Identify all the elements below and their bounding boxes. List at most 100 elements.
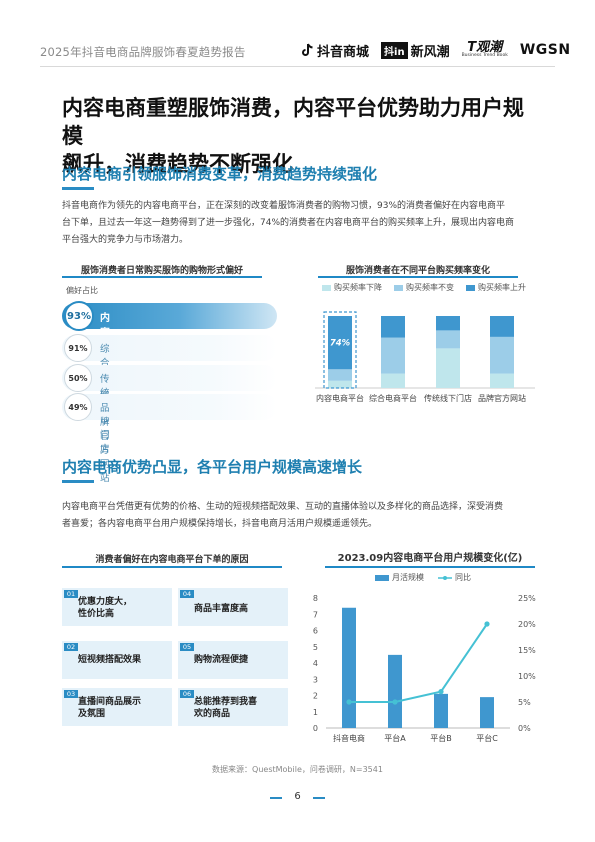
legend-item: 同比 xyxy=(438,572,471,583)
reason-card: 02 短视频搭配效果 xyxy=(62,641,172,679)
xfc-logo-box: 抖in xyxy=(381,41,408,59)
frequency-bar-segment xyxy=(381,337,405,374)
section-1-paragraph: 抖音电商作为领先的内容电商平台，正在深刻的改变着服饰消费者的购物习惯，93%的消… xyxy=(62,198,542,249)
user-scale-chart-title: 2023.09内容电商平台用户规模变化(亿) xyxy=(337,553,523,564)
x-tick-label: 综合电商平台 xyxy=(369,393,417,403)
reason-text: 总能推荐到我喜 欢的商品 xyxy=(194,697,258,719)
page-num-dash-left xyxy=(270,797,282,799)
y-left-tick-label: 2 xyxy=(313,692,318,701)
reason-number: 02 xyxy=(64,643,78,651)
section-1-title: 内容电商引领服饰消费变革，消费趋势持续强化 xyxy=(62,165,378,183)
user-scale-legend: 月活规模 同比 xyxy=(375,572,471,583)
reason-text: 直播间商品展示 及氛围 xyxy=(78,697,142,719)
reason-card: 01 优惠力度大， 性价比高 xyxy=(62,588,172,626)
x-tick-label: 平台A xyxy=(384,733,406,743)
page-title-line-1: 内容电商重塑服饰消费，内容平台优势助力用户规模 xyxy=(62,96,524,148)
legend-label: 月活规模 xyxy=(392,573,424,582)
section-2-underline xyxy=(62,480,94,483)
frequency-bar-segment xyxy=(328,316,352,370)
y-left-tick-label: 6 xyxy=(313,627,318,636)
y-right-tick-label: 10% xyxy=(518,672,536,681)
x-tick-label: 抖音电商 xyxy=(333,733,365,743)
preference-bar xyxy=(62,365,277,391)
page-num-dash-right xyxy=(313,797,325,799)
y-right-tick-label: 20% xyxy=(518,620,536,629)
reason-card: 05 购物流程便捷 xyxy=(178,641,288,679)
highlight-box xyxy=(323,311,357,389)
guanchao-logo-sub: Business Trend Book xyxy=(461,53,508,59)
douyin-note-icon xyxy=(302,43,313,56)
yoy-point xyxy=(392,699,398,705)
legend-item: 购买频率下降 xyxy=(322,282,382,293)
header-divider xyxy=(40,66,555,67)
frequency-bar-segment xyxy=(436,316,460,331)
y-left-tick-label: 0 xyxy=(313,724,318,733)
section-2-title: 内容电商优势凸显，各平台用户规模高速增长 xyxy=(62,458,363,476)
preference-category: 品牌官方网站 xyxy=(100,403,110,484)
frequency-bar-segment xyxy=(490,373,514,388)
frequency-bar-segment xyxy=(490,316,514,337)
frequency-bar-segment xyxy=(490,336,514,374)
x-tick-label: 平台C xyxy=(476,733,498,743)
legend-item: 月活规模 xyxy=(375,572,424,583)
y-left-tick-label: 5 xyxy=(313,643,318,652)
reason-card: 04 商品丰富度高 xyxy=(178,588,288,626)
x-tick-label: 品牌官方网站 xyxy=(478,393,526,403)
preference-bar xyxy=(62,335,277,361)
data-source: 数据来源：QuestMobile，问卷调研，N=3541 xyxy=(212,765,383,774)
legend-item: 购买频率上升 xyxy=(466,282,526,293)
preference-value: 93% xyxy=(64,301,94,331)
y-left-tick-label: 4 xyxy=(313,659,318,668)
frequency-chart: 内容电商平台 综合电商平台 传统线下门店 品牌官方网站 74% xyxy=(315,311,535,403)
user-scale-bar xyxy=(434,693,448,728)
preference-chart-title: 服饰消费者日常购买服饰的购物形式偏好 xyxy=(80,266,243,276)
frequency-bar-segment xyxy=(436,330,460,349)
guanchao-logo: T观潮 Business Trend Book xyxy=(462,41,508,59)
guanchao-logo-text: T观潮 xyxy=(467,40,503,56)
section-1-line: 台下单，且过去一年这一趋势得到了进一步强化，74%的消费者在内容电商平台的购买频… xyxy=(62,218,515,228)
section-2-line: 者喜爱；各内容电商平台用户规模保持增长，抖音电商月活用户规模遥遥领先。 xyxy=(62,519,378,529)
y-right-tick-label: 25% xyxy=(518,594,536,603)
reason-card: 06 总能推荐到我喜 欢的商品 xyxy=(178,688,288,726)
frequency-bar-segment xyxy=(328,380,352,388)
legend-label: 购买频率不变 xyxy=(406,283,454,292)
x-tick-label: 内容电商平台 xyxy=(316,393,364,403)
douyin-mall-logo: 抖音商城 xyxy=(302,41,369,60)
douyin-logo-text: 抖音商城 xyxy=(317,44,370,60)
legend-swatch xyxy=(375,574,389,581)
reason-number: 01 xyxy=(64,590,78,598)
reason-number: 04 xyxy=(180,590,194,598)
y-left-tick-label: 7 xyxy=(313,610,318,619)
section-2-paragraph: 内容电商平台凭借更有优势的价格、生动的短视频搭配效果、互动的直播体验以及多样化的… xyxy=(62,499,542,533)
legend-label: 同比 xyxy=(455,573,471,582)
reasons-title: 消费者偏好在内容电商平台下单的原因 xyxy=(95,555,249,565)
legend-label: 购买频率上升 xyxy=(478,283,526,292)
user-scale-bar xyxy=(342,607,356,728)
user-scale-bar xyxy=(388,654,402,728)
user-scale-chart: 0 1 2 3 4 5 6 7 8 0% 5% 10% 15% 20% 25% 抖音电商 平台A 平台B 平台C xyxy=(313,594,536,743)
yoy-point xyxy=(346,699,352,705)
frequency-bar-segment xyxy=(381,316,405,338)
preference-value: 50% xyxy=(64,364,92,392)
legend-swatch xyxy=(394,284,403,291)
report-title: 2025年抖音电商品牌服饰春夏趋势报告 xyxy=(40,45,246,59)
reason-text: 优惠力度大， 性价比高 xyxy=(78,597,133,619)
user-scale-title-bar xyxy=(325,566,535,568)
yoy-line xyxy=(349,623,488,703)
xinfengchao-logo: 抖in 新风潮 xyxy=(381,41,450,60)
frequency-chart-title-bar xyxy=(318,276,518,278)
frequency-bar-segment xyxy=(381,373,405,388)
legend-line-swatch xyxy=(438,575,452,580)
reasons-title-bar xyxy=(62,566,282,568)
frequency-bar-segment xyxy=(436,348,460,388)
reason-number: 05 xyxy=(180,643,194,651)
preference-bar xyxy=(62,394,277,420)
frequency-chart-title: 服饰消费者在不同平台购买频率变化 xyxy=(345,266,490,276)
yoy-point xyxy=(484,621,490,627)
xfc-logo-text: 新风潮 xyxy=(410,44,450,60)
preference-bar xyxy=(62,303,277,329)
section-2-line: 内容电商平台凭借更有优势的价格、生动的短视频搭配效果、互动的直播体验以及多样化的… xyxy=(62,502,504,512)
preference-chart-title-bar xyxy=(62,276,262,278)
reason-text: 购物流程便捷 xyxy=(194,655,249,665)
page-number: 6 xyxy=(294,791,301,802)
